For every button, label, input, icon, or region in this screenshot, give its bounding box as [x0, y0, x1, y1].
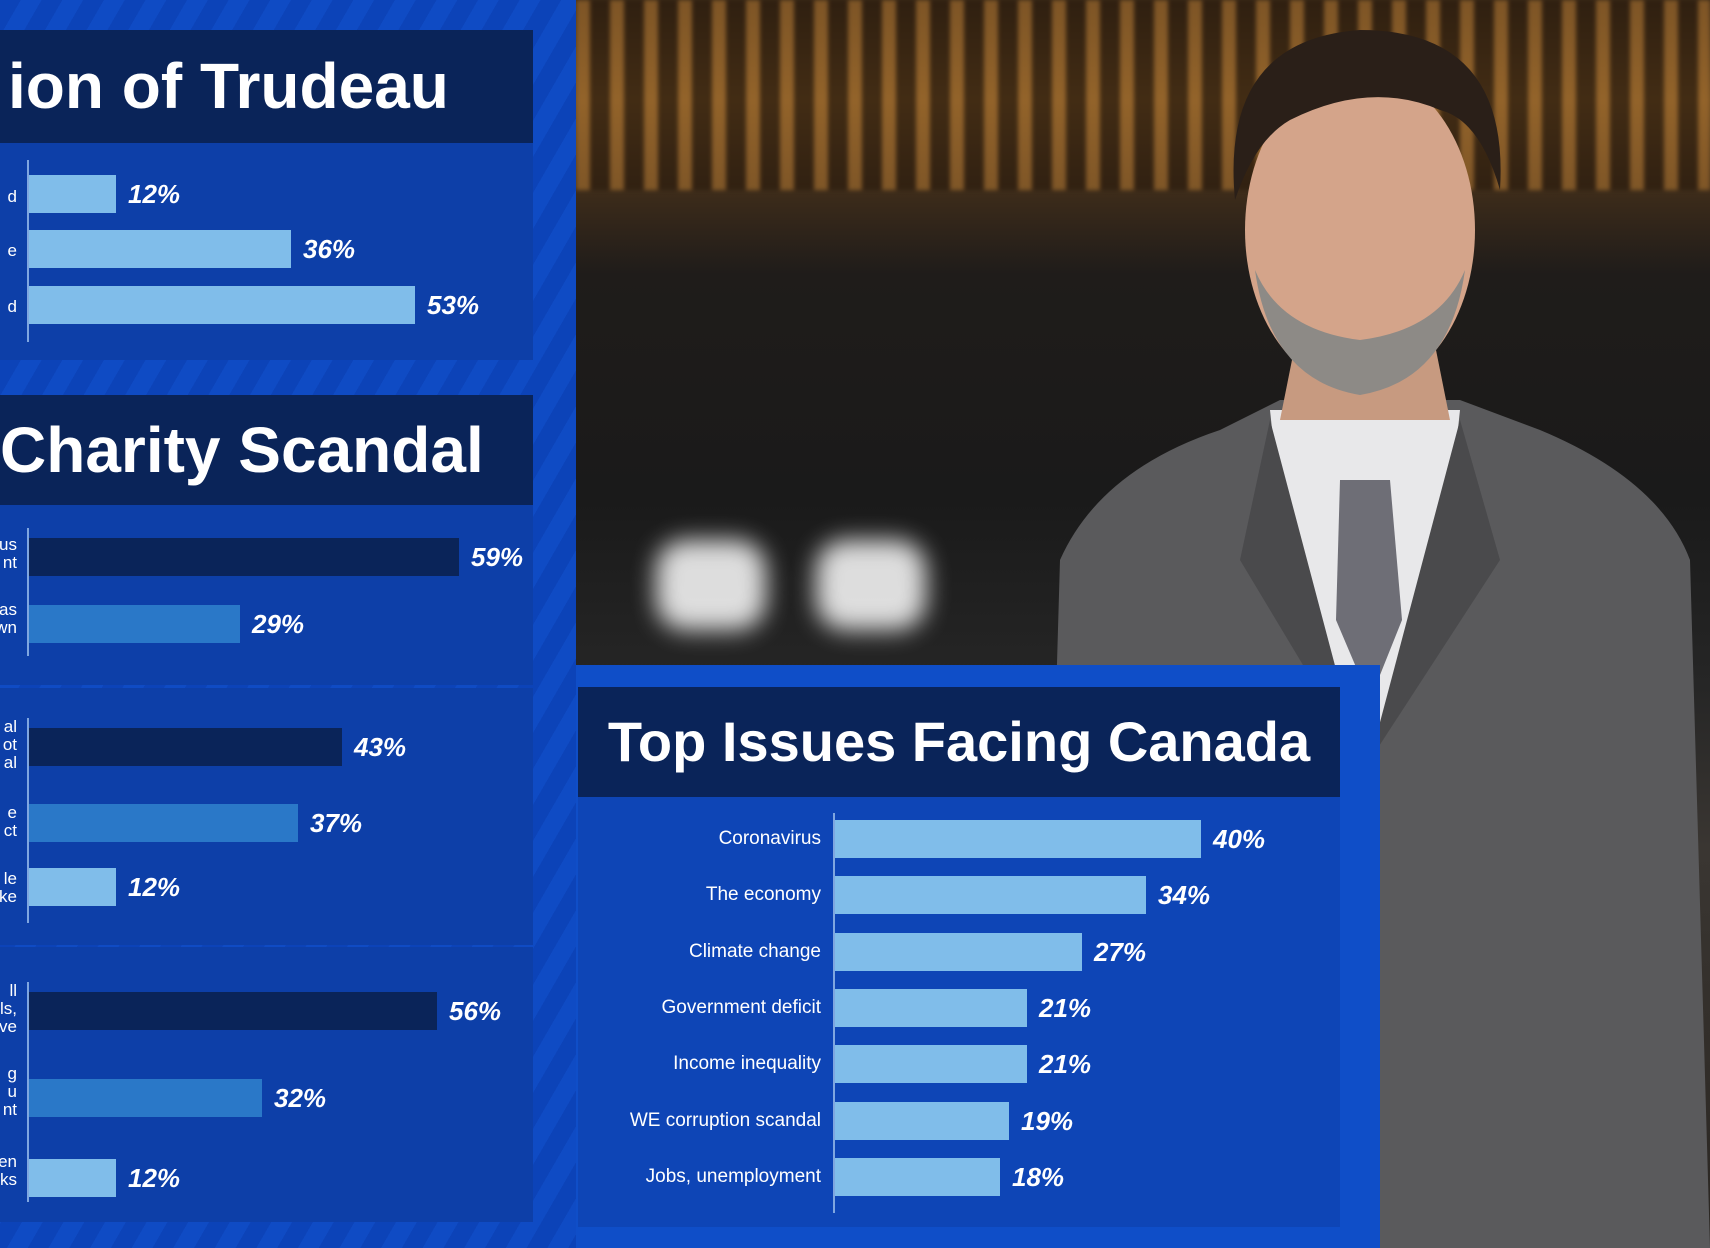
category-label: Jobs, unemployment [645, 1166, 821, 1187]
value-label: 43% [354, 732, 407, 762]
value-label: 40% [1213, 824, 1266, 854]
category-label: as [0, 600, 17, 619]
category-label: wn [0, 618, 17, 637]
panel-charity-title: Charity Scandal [0, 395, 533, 505]
bar-4-6 [835, 1158, 1000, 1196]
value-label: 29% [252, 609, 305, 639]
value-label: 21% [1039, 1049, 1092, 1079]
value-label: 19% [1021, 1106, 1074, 1136]
value-label: 36% [303, 234, 356, 264]
value-label: 56% [449, 996, 502, 1026]
value-label: 12% [128, 1163, 181, 1193]
category-label: al [3, 717, 17, 736]
bar-4-1 [835, 876, 1146, 914]
bar-3-1 [29, 1079, 262, 1117]
value-label: 18% [1012, 1162, 1065, 1192]
axis-line [27, 160, 29, 342]
category-label: Climate change [688, 941, 821, 962]
bar-4-4 [835, 1045, 1027, 1083]
bar-2-1 [29, 804, 298, 842]
category-label: u [7, 1082, 17, 1101]
category-label: e [7, 241, 17, 260]
value-label: 32% [274, 1083, 327, 1113]
value-label: 12% [128, 179, 181, 209]
category-label: Government deficit [661, 997, 821, 1018]
category-label: The economy [705, 884, 821, 905]
category-label: us [0, 535, 17, 554]
category-label: d [7, 297, 17, 316]
category-label: ls, [0, 999, 17, 1018]
category-label: ot [2, 735, 17, 754]
category-label: d [7, 187, 17, 206]
category-label: en [0, 1152, 17, 1171]
bar-3-0 [29, 992, 437, 1030]
bar-2-2 [29, 868, 116, 906]
axis-line [27, 982, 29, 1202]
category-label: WE corruption scandal [629, 1110, 821, 1131]
bar-3-2 [29, 1159, 116, 1197]
panel-approval: ion of Trudeau d e d 12% 36% 53% [0, 30, 533, 360]
bar-2-0 [29, 728, 342, 766]
top-issues-title-text: Top Issues Facing Canada [607, 710, 1311, 773]
blurred-light [816, 540, 926, 630]
bar-0-0 [29, 175, 116, 213]
blurred-light [656, 540, 766, 630]
value-label: 27% [1094, 937, 1147, 967]
bar-4-5 [835, 1102, 1009, 1140]
bar-0-2 [29, 286, 415, 324]
bar-4-3 [835, 989, 1027, 1027]
category-label: le [3, 869, 17, 888]
category-label: g [7, 1064, 17, 1083]
panel-top-issues: Top Issues Facing Canada 40% Coronavirus 3… [576, 665, 1380, 1248]
category-label: nt [2, 553, 17, 572]
bar-4-0 [835, 820, 1201, 858]
panel-4: ll ls, ve g u nt en ks 56% 32% 12% [0, 947, 533, 1222]
value-label: 59% [471, 542, 524, 572]
bar-0-1 [29, 230, 291, 268]
panel-charity-scandal: Charity Scandal us nt as wn 59% 29% [0, 395, 533, 685]
bar-1-1 [29, 605, 240, 643]
value-label: 37% [310, 808, 363, 838]
category-label: Income inequality [673, 1053, 821, 1074]
axis-line [27, 528, 29, 656]
category-label: ve [0, 1017, 17, 1036]
bar-4-2 [835, 933, 1082, 971]
bar-1-0 [29, 538, 459, 576]
axis-line [833, 813, 835, 1213]
category-label: ks [0, 1170, 17, 1189]
value-label: 34% [1158, 880, 1211, 910]
category-label: Coronavirus [718, 828, 821, 849]
category-label: nt [2, 1100, 17, 1119]
panel-approval-title: ion of Trudeau [0, 30, 533, 143]
top-issues-title: Top Issues Facing Canada [578, 687, 1340, 797]
panel-3: al ot al e ct le ke 43% 37% 12% [0, 688, 533, 945]
axis-line [27, 718, 29, 923]
category-label: ke [0, 887, 17, 906]
wood-slats [576, 0, 1710, 190]
category-label: ct [3, 821, 17, 840]
category-label: al [3, 753, 17, 772]
value-label: 21% [1039, 993, 1092, 1023]
value-label: 53% [427, 290, 480, 320]
value-label: 12% [128, 872, 181, 902]
category-label: e [7, 803, 17, 822]
category-label: ll [9, 981, 17, 1000]
